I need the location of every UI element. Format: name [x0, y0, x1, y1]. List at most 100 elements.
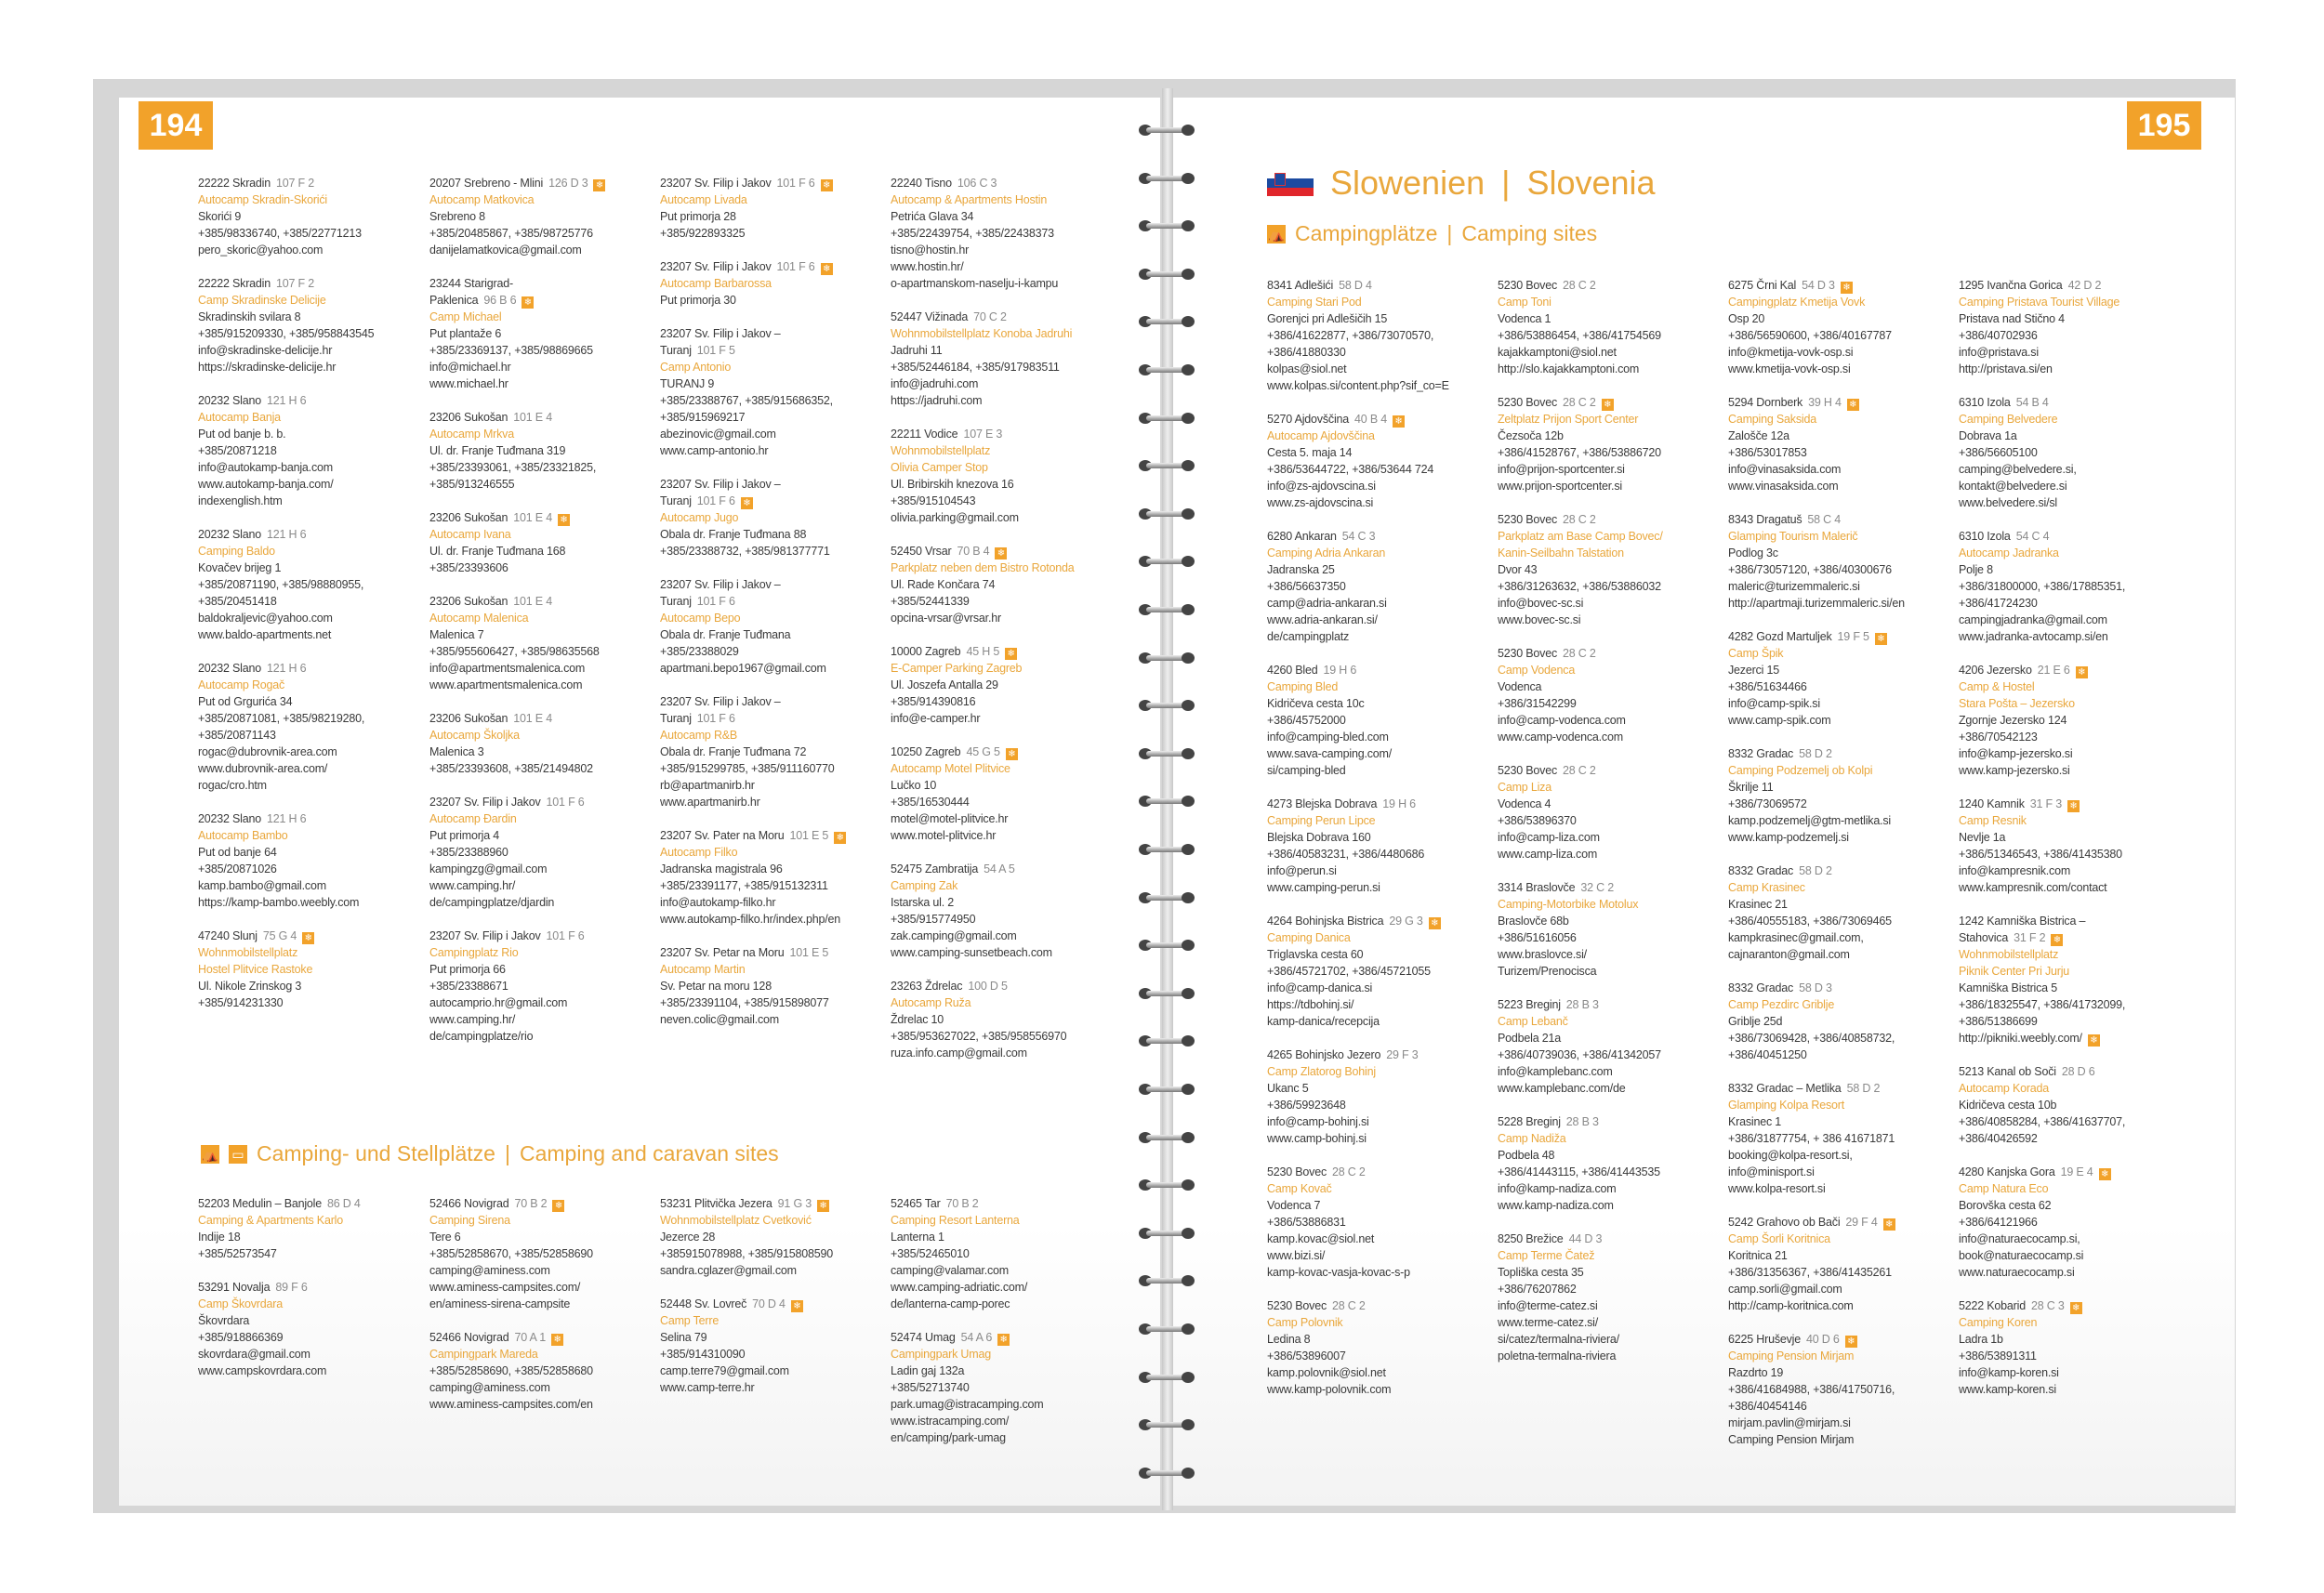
contact-link[interactable]: www.kmetija-vovk-osp.si: [1728, 362, 1851, 375]
contact-link[interactable]: www.kamp-jezersko.si: [1959, 764, 2070, 777]
contact-link[interactable]: info@camping-bled.com: [1267, 731, 1389, 744]
contact-link[interactable]: kampkrasinec@gmail.com,: [1728, 931, 1864, 944]
contact-link[interactable]: www.dubrovnik-area.com/: [198, 762, 328, 775]
contact-link[interactable]: info@perun.si: [1267, 864, 1337, 877]
contact-link[interactable]: camping@valamar.com: [891, 1264, 1009, 1277]
contact-link[interactable]: kontakt@belvedere.si: [1959, 480, 2067, 493]
contact-link[interactable]: rb@apartmanirb.hr: [660, 779, 755, 792]
contact-link[interactable]: www.hostin.hr/: [891, 260, 964, 273]
contact-link[interactable]: cajnaranton@gmail.com: [1728, 948, 1850, 961]
contact-link[interactable]: www.aminess-campsites.com/en: [429, 1398, 593, 1411]
contact-link[interactable]: olivia.parking@gmail.com: [891, 511, 1019, 524]
contact-link[interactable]: skovrdara@gmail.com: [198, 1348, 310, 1361]
contact-link[interactable]: www.terme-catez.si/: [1498, 1316, 1599, 1329]
contact-link[interactable]: www.vinasaksida.com: [1728, 480, 1839, 493]
contact-link[interactable]: info@camp-bohinj.si: [1267, 1115, 1369, 1128]
contact-link[interactable]: www.sava-camping.com/: [1267, 747, 1393, 760]
contact-link[interactable]: info@camp-liza.com: [1498, 831, 1600, 844]
contact-link[interactable]: www.kamp-nadiza.com: [1498, 1199, 1614, 1212]
contact-link[interactable]: www.naturaecocamp.si: [1959, 1266, 2075, 1279]
contact-link[interactable]: info@skradinske-delicije.hr: [198, 344, 333, 357]
contact-link[interactable]: kajakkamptoni@siol.net: [1498, 346, 1617, 359]
contact-link[interactable]: www.michael.hr: [429, 377, 508, 390]
contact-link[interactable]: info@prijon-sportcenter.si: [1498, 463, 1625, 476]
contact-link[interactable]: www.camp-antonio.hr: [660, 444, 769, 457]
contact-link[interactable]: info@terme-catez.si: [1498, 1299, 1598, 1312]
contact-link[interactable]: info@kamp-koren.si: [1959, 1366, 2059, 1379]
contact-link[interactable]: https://skradinske-delicije.hr: [198, 361, 337, 374]
contact-link[interactable]: www.baldo-apartments.net: [198, 628, 332, 641]
contact-link[interactable]: www.camping.hr/: [429, 879, 516, 892]
contact-link[interactable]: baldokraljevic@yahoo.com: [198, 612, 333, 625]
contact-link[interactable]: http://camp-koritnica.com: [1728, 1299, 1854, 1312]
contact-link[interactable]: www.kamp-podzemelj.si: [1728, 831, 1849, 844]
contact-link[interactable]: info@camp-danica.si: [1267, 981, 1373, 994]
contact-link[interactable]: info@naturaecocamp.si,: [1959, 1232, 2080, 1245]
contact-link[interactable]: park.umag@istracamping.com: [891, 1398, 1044, 1411]
contact-link[interactable]: http://slo.kajakkamptoni.com: [1498, 362, 1640, 375]
contact-link[interactable]: opcina-vrsar@vrsar.hr: [891, 612, 1001, 625]
contact-link[interactable]: camping@belvedere.si,: [1959, 463, 2077, 476]
contact-link[interactable]: www.motel-plitvice.hr: [891, 829, 997, 842]
contact-link[interactable]: autocamprio.hr@gmail.com: [429, 996, 568, 1009]
contact-link[interactable]: www.kolpa-resort.si: [1728, 1182, 1826, 1195]
contact-link[interactable]: www.braslovce.si/: [1498, 948, 1587, 961]
contact-link[interactable]: info@pristava.si: [1959, 346, 2039, 359]
contact-link[interactable]: info@kamp-jezersko.si: [1959, 747, 2073, 760]
contact-link[interactable]: kampingzg@gmail.com: [429, 862, 548, 875]
contact-link[interactable]: www.kamp-polovnik.com: [1267, 1383, 1392, 1396]
contact-link[interactable]: www.aminess-campsites.com/: [429, 1281, 581, 1294]
contact-link[interactable]: info@kmetija-vovk-osp.si: [1728, 346, 1854, 359]
contact-link[interactable]: camping@aminess.com: [429, 1381, 550, 1394]
contact-link[interactable]: www.kamp-koren.si: [1959, 1383, 2056, 1396]
contact-link[interactable]: https://tdbohinj.si/: [1267, 998, 1354, 1011]
contact-link[interactable]: www.apartmentsmalenica.com: [429, 678, 583, 691]
contact-link[interactable]: www.autokamp-filko.hr/index.php/en: [660, 913, 840, 926]
contact-link[interactable]: www.camp-terre.hr: [660, 1381, 755, 1394]
contact-link[interactable]: www.camping.hr/: [429, 1013, 516, 1026]
contact-link[interactable]: kamp.bambo@gmail.com: [198, 879, 326, 892]
contact-link[interactable]: mirjam.pavlin@mirjam.si: [1728, 1416, 1851, 1429]
contact-link[interactable]: www.camp-liza.com: [1498, 848, 1598, 861]
contact-link[interactable]: info@autokamp-banja.com: [198, 461, 333, 474]
contact-link[interactable]: www.bovec-sc.si: [1498, 613, 1581, 626]
contact-link[interactable]: book@naturaecocamp.si: [1959, 1249, 2084, 1262]
contact-link[interactable]: www.adria-ankaran.si/: [1267, 613, 1378, 626]
contact-link[interactable]: info@camp-vodenca.com: [1498, 714, 1626, 727]
contact-link[interactable]: www.zs-ajdovscina.si: [1267, 496, 1374, 509]
contact-link[interactable]: www.camp-bohinj.si: [1267, 1132, 1367, 1145]
contact-link[interactable]: rogac@dubrovnik-area.com: [198, 745, 337, 758]
contact-link[interactable]: pero_skoric@yahoo.com: [198, 244, 324, 257]
contact-link[interactable]: info@autokamp-filko.hr: [660, 896, 776, 909]
contact-link[interactable]: info@michael.hr: [429, 361, 511, 374]
contact-link[interactable]: info@vinasaksida.com: [1728, 463, 1842, 476]
contact-link[interactable]: www.prijon-sportcenter.si: [1498, 480, 1622, 493]
contact-link[interactable]: kamp.podzemelj@gtm-metlika.si: [1728, 814, 1891, 827]
contact-link[interactable]: info@bovec-sc.si: [1498, 597, 1584, 610]
contact-link[interactable]: info@e-camper.hr: [891, 712, 981, 725]
contact-link[interactable]: http://pikniki.weebly.com/: [1959, 1032, 2082, 1045]
contact-link[interactable]: info@apartmentsmalenica.com: [429, 662, 586, 675]
contact-link[interactable]: kamp.polovnik@siol.net: [1267, 1366, 1386, 1379]
contact-link[interactable]: info@camp-spik.si: [1728, 697, 1820, 710]
contact-link[interactable]: kamp.kovac@siol.net: [1267, 1232, 1375, 1245]
contact-link[interactable]: www.camp-spik.com: [1728, 714, 1831, 727]
contact-link[interactable]: www.belvedere.si/sl: [1959, 496, 2057, 509]
contact-link[interactable]: www.kolpas.si/content.php?sif_co=E: [1267, 379, 1449, 392]
contact-link[interactable]: ruza.info.camp@gmail.com: [891, 1047, 1027, 1060]
contact-link[interactable]: http://pristava.si/en: [1959, 362, 2053, 375]
contact-link[interactable]: www.camping-perun.si: [1267, 881, 1380, 894]
contact-link[interactable]: www.jadranka-avtocamp.si/en: [1959, 630, 2108, 643]
contact-link[interactable]: www.autokamp-banja.com/: [198, 478, 334, 491]
contact-link[interactable]: info@jadruhi.com: [891, 377, 979, 390]
contact-link[interactable]: info@kamp-nadiza.com: [1498, 1182, 1617, 1195]
contact-link[interactable]: maleric@turizemmaleric.si: [1728, 580, 1860, 593]
contact-link[interactable]: camp.sorli@gmail.com: [1728, 1283, 1842, 1296]
contact-link[interactable]: info@kamplebanc.com: [1498, 1065, 1613, 1078]
contact-link[interactable]: www.campskovrdara.com: [198, 1364, 327, 1377]
contact-link[interactable]: www.kamplebanc.com/de: [1498, 1082, 1626, 1095]
contact-link[interactable]: www.camping-sunsetbeach.com: [891, 946, 1052, 959]
contact-link[interactable]: motel@motel-plitvice.hr: [891, 812, 1009, 825]
contact-link[interactable]: camping@aminess.com: [429, 1264, 550, 1277]
contact-link[interactable]: www.camping-adriatic.com/: [891, 1281, 1028, 1294]
